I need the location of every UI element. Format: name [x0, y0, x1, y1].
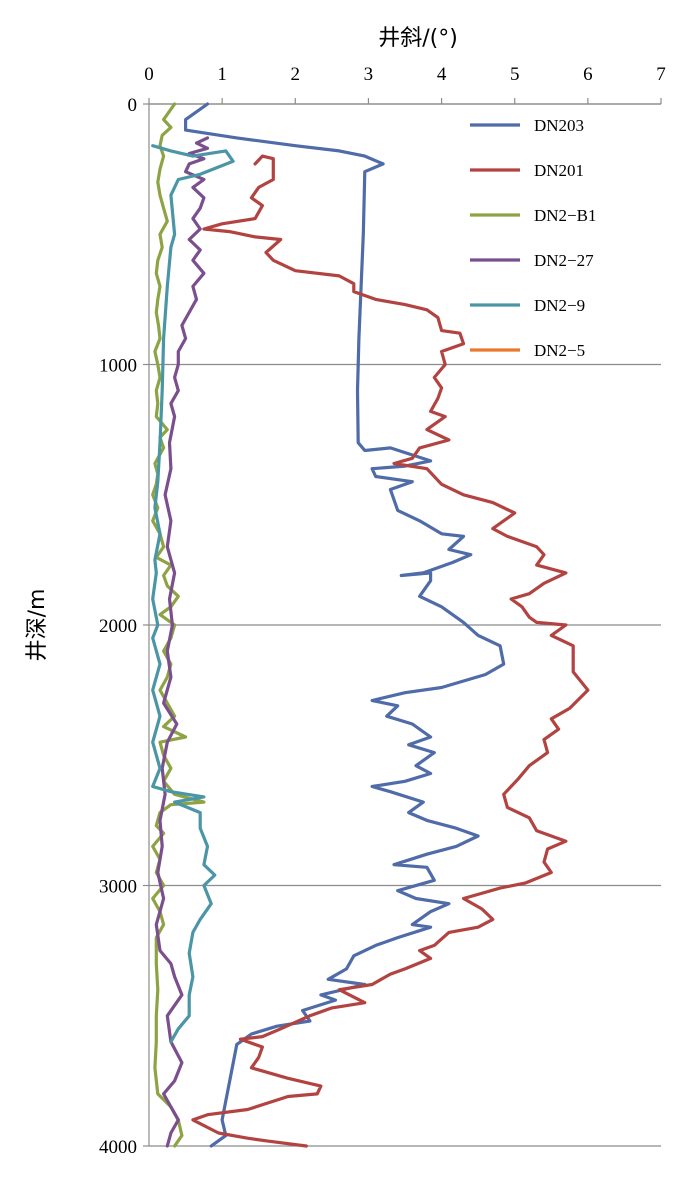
- y-tick-label: 1000: [99, 356, 137, 377]
- y-axis: 0 1000 2000 3000 4000: [99, 95, 150, 1158]
- x-axis: 0 1 2 3 4 5 6 7: [144, 64, 666, 105]
- y-tick-label: 3000: [99, 877, 137, 898]
- x-tick-label: 0: [144, 64, 154, 85]
- series-line-3: [154, 136, 210, 1148]
- series-line-0: [184, 102, 506, 1148]
- x-tick-label: 1: [217, 64, 227, 85]
- y-tick-label: 4000: [99, 1137, 137, 1158]
- y-axis-title: 井深/m: [25, 589, 50, 662]
- series-line-1: [191, 154, 590, 1148]
- legend-label: DN2−B1: [534, 206, 596, 225]
- x-tick-label: 4: [437, 64, 447, 85]
- y-tick-label: 0: [128, 95, 138, 116]
- series-line-4: [151, 144, 235, 1044]
- x-tick-label: 2: [291, 64, 301, 85]
- series-line-2: [151, 102, 206, 1148]
- legend-label: DN2−5: [534, 341, 585, 360]
- x-tick-label: 5: [510, 64, 520, 85]
- legend-label: DN201: [534, 161, 584, 180]
- x-tick-label: 6: [583, 64, 593, 85]
- legend-label: DN203: [534, 116, 584, 135]
- x-tick-label: 3: [364, 64, 374, 85]
- x-tick-label: 7: [656, 64, 666, 85]
- legend: DN203 DN201 DN2−B1 DN2−27 DN2−9 DN2−5: [470, 116, 596, 360]
- y-tick-label: 2000: [99, 616, 137, 637]
- x-axis-title: 井斜/(°): [378, 26, 458, 51]
- legend-label: DN2−9: [534, 296, 585, 315]
- legend-label: DN2−27: [534, 251, 594, 270]
- plot-lines: [151, 102, 590, 1148]
